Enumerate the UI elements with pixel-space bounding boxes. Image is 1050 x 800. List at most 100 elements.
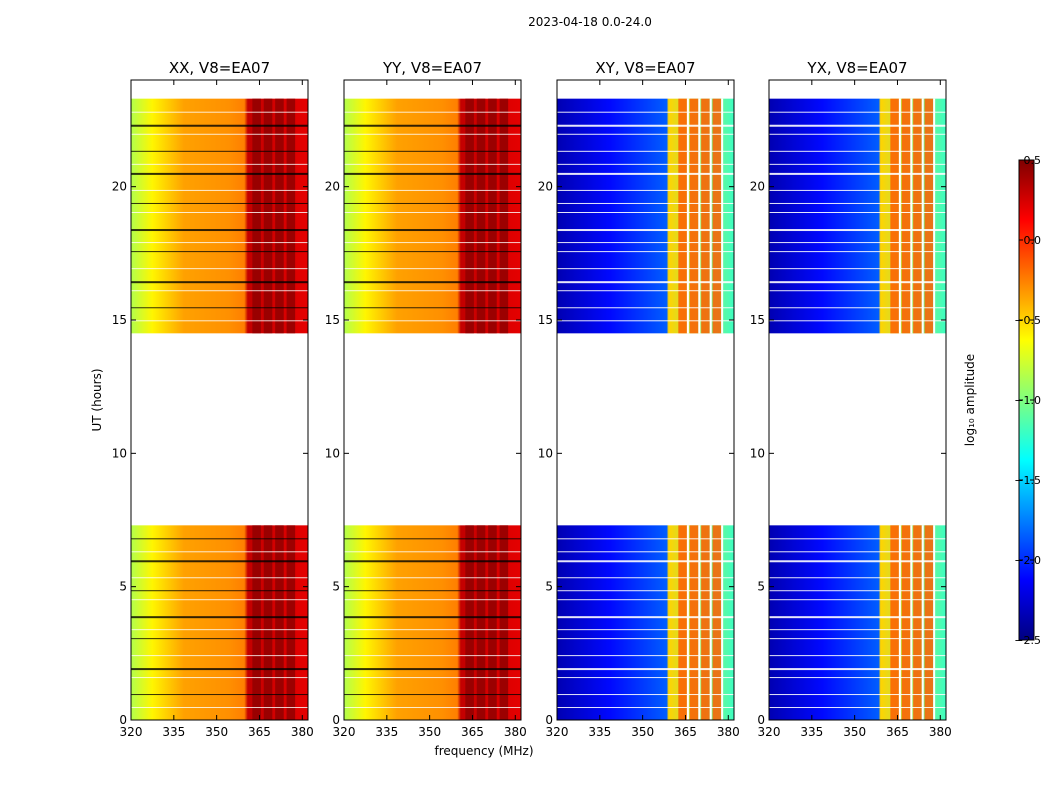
colorbar-tick-label: −2.5 xyxy=(1014,634,1041,647)
column-gap xyxy=(721,98,724,334)
flag-stripe xyxy=(131,202,308,204)
x-tick-label: 380 xyxy=(717,725,740,739)
flag-stripe xyxy=(131,172,308,175)
x-tick-label: 350 xyxy=(631,725,654,739)
column-gap xyxy=(709,98,712,334)
y-tick-label: 0 xyxy=(757,713,765,727)
flag-stripe xyxy=(131,242,308,244)
flag-stripe xyxy=(344,268,521,270)
flag-stripe xyxy=(769,560,946,563)
flag-stripe xyxy=(131,694,308,696)
flag-stripe xyxy=(557,538,734,540)
heatmap-block-2 xyxy=(131,98,308,334)
flag-stripe xyxy=(557,616,734,619)
flag-stripe xyxy=(557,268,734,270)
flag-stripe xyxy=(131,307,308,309)
panel-title: XY, V8=EA07 xyxy=(595,59,695,77)
flag-stripe xyxy=(344,616,521,619)
flag-stripe xyxy=(769,281,946,284)
x-tick-label: 320 xyxy=(333,725,356,739)
rfi-column xyxy=(913,525,922,720)
column-gap xyxy=(686,98,689,334)
y-tick-label: 0 xyxy=(332,713,340,727)
flag-stripe xyxy=(344,281,521,284)
panel-4: YX, V8=EA07 320 335 350 365 380 0 5 10 15 20 xyxy=(750,59,952,739)
flag-stripe xyxy=(769,677,946,679)
flag-stripe xyxy=(131,655,308,657)
panel-1: XX, V8=EA07 320 335 350 365 380 0 5 10 15 20 xyxy=(112,59,314,739)
colorbar-tick-label: 0.0 xyxy=(1024,234,1042,247)
flag-stripe xyxy=(131,616,308,619)
column-gap xyxy=(933,98,936,334)
flag-stripe xyxy=(557,590,734,592)
flag-stripe xyxy=(769,251,946,253)
flag-stripe xyxy=(131,150,308,152)
flag-stripe xyxy=(344,111,521,113)
rfi-column xyxy=(252,98,261,334)
rfi-column xyxy=(689,525,699,720)
flag-stripe xyxy=(769,189,946,191)
column-gap xyxy=(721,525,724,720)
flag-stripe xyxy=(344,133,521,135)
y-tick-label: 15 xyxy=(538,313,553,327)
flag-stripe xyxy=(769,707,946,709)
flag-stripe xyxy=(557,229,734,232)
flag-stripe xyxy=(769,551,946,553)
panel-title: YX, V8=EA07 xyxy=(806,59,907,77)
rfi-column xyxy=(924,525,934,720)
colorbar-tick-label: −2.0 xyxy=(1014,554,1041,567)
flag-stripe xyxy=(131,281,308,284)
flag-stripe xyxy=(769,638,946,640)
axes-frame xyxy=(130,79,309,721)
heatmap-block-2 xyxy=(344,98,521,334)
y-tick-label: 5 xyxy=(545,580,553,594)
flag-stripe xyxy=(344,290,521,292)
flag-stripe xyxy=(131,577,308,579)
x-tick-label: 320 xyxy=(546,725,569,739)
flag-stripe xyxy=(344,629,521,631)
flag-stripe xyxy=(557,577,734,579)
flag-stripe xyxy=(769,629,946,631)
flag-stripe xyxy=(344,150,521,152)
rfi-column xyxy=(286,525,296,720)
column-gap xyxy=(910,525,913,720)
rfi-column xyxy=(499,525,509,720)
flag-stripe xyxy=(557,707,734,709)
flag-stripe xyxy=(131,251,308,253)
rfi-column xyxy=(488,525,497,720)
figure-suptitle: 2023-04-18 0.0-24.0 xyxy=(528,15,652,29)
flag-stripe xyxy=(344,677,521,679)
flag-stripe xyxy=(344,307,521,309)
panel-3: XY, V8=EA07 320 335 350 365 380 0 5 10 15 20 xyxy=(538,59,740,739)
y-tick-label: 5 xyxy=(119,580,127,594)
column-gap xyxy=(709,525,712,720)
panel-title: XX, V8=EA07 xyxy=(169,59,270,77)
y-tick-label: 0 xyxy=(119,713,127,727)
axes-frame xyxy=(556,79,735,721)
flag-stripe xyxy=(769,290,946,292)
flag-stripe xyxy=(131,668,308,671)
flag-stripe xyxy=(131,189,308,191)
flag-stripe xyxy=(769,655,946,657)
rfi-column xyxy=(476,525,486,720)
colorbar-tick-label: −1.5 xyxy=(1014,474,1041,487)
flag-stripe xyxy=(344,212,521,213)
column-gap xyxy=(698,525,701,720)
rfi-column xyxy=(689,98,699,334)
column-gap xyxy=(933,525,936,720)
y-tick-label: 5 xyxy=(757,580,765,594)
rfi-column xyxy=(901,98,911,334)
y-tick-label: 20 xyxy=(538,180,553,194)
y-tick-label: 15 xyxy=(750,313,765,327)
rfi-column xyxy=(465,98,474,334)
flag-stripe xyxy=(769,163,946,165)
flag-stripe xyxy=(557,251,734,253)
flag-stripe xyxy=(557,677,734,679)
flag-stripe xyxy=(769,124,946,127)
colorbar-tick-label: 0.5 xyxy=(1024,154,1042,167)
x-tick-label: 380 xyxy=(504,725,527,739)
flag-stripe xyxy=(131,320,308,322)
flag-stripe xyxy=(557,668,734,671)
